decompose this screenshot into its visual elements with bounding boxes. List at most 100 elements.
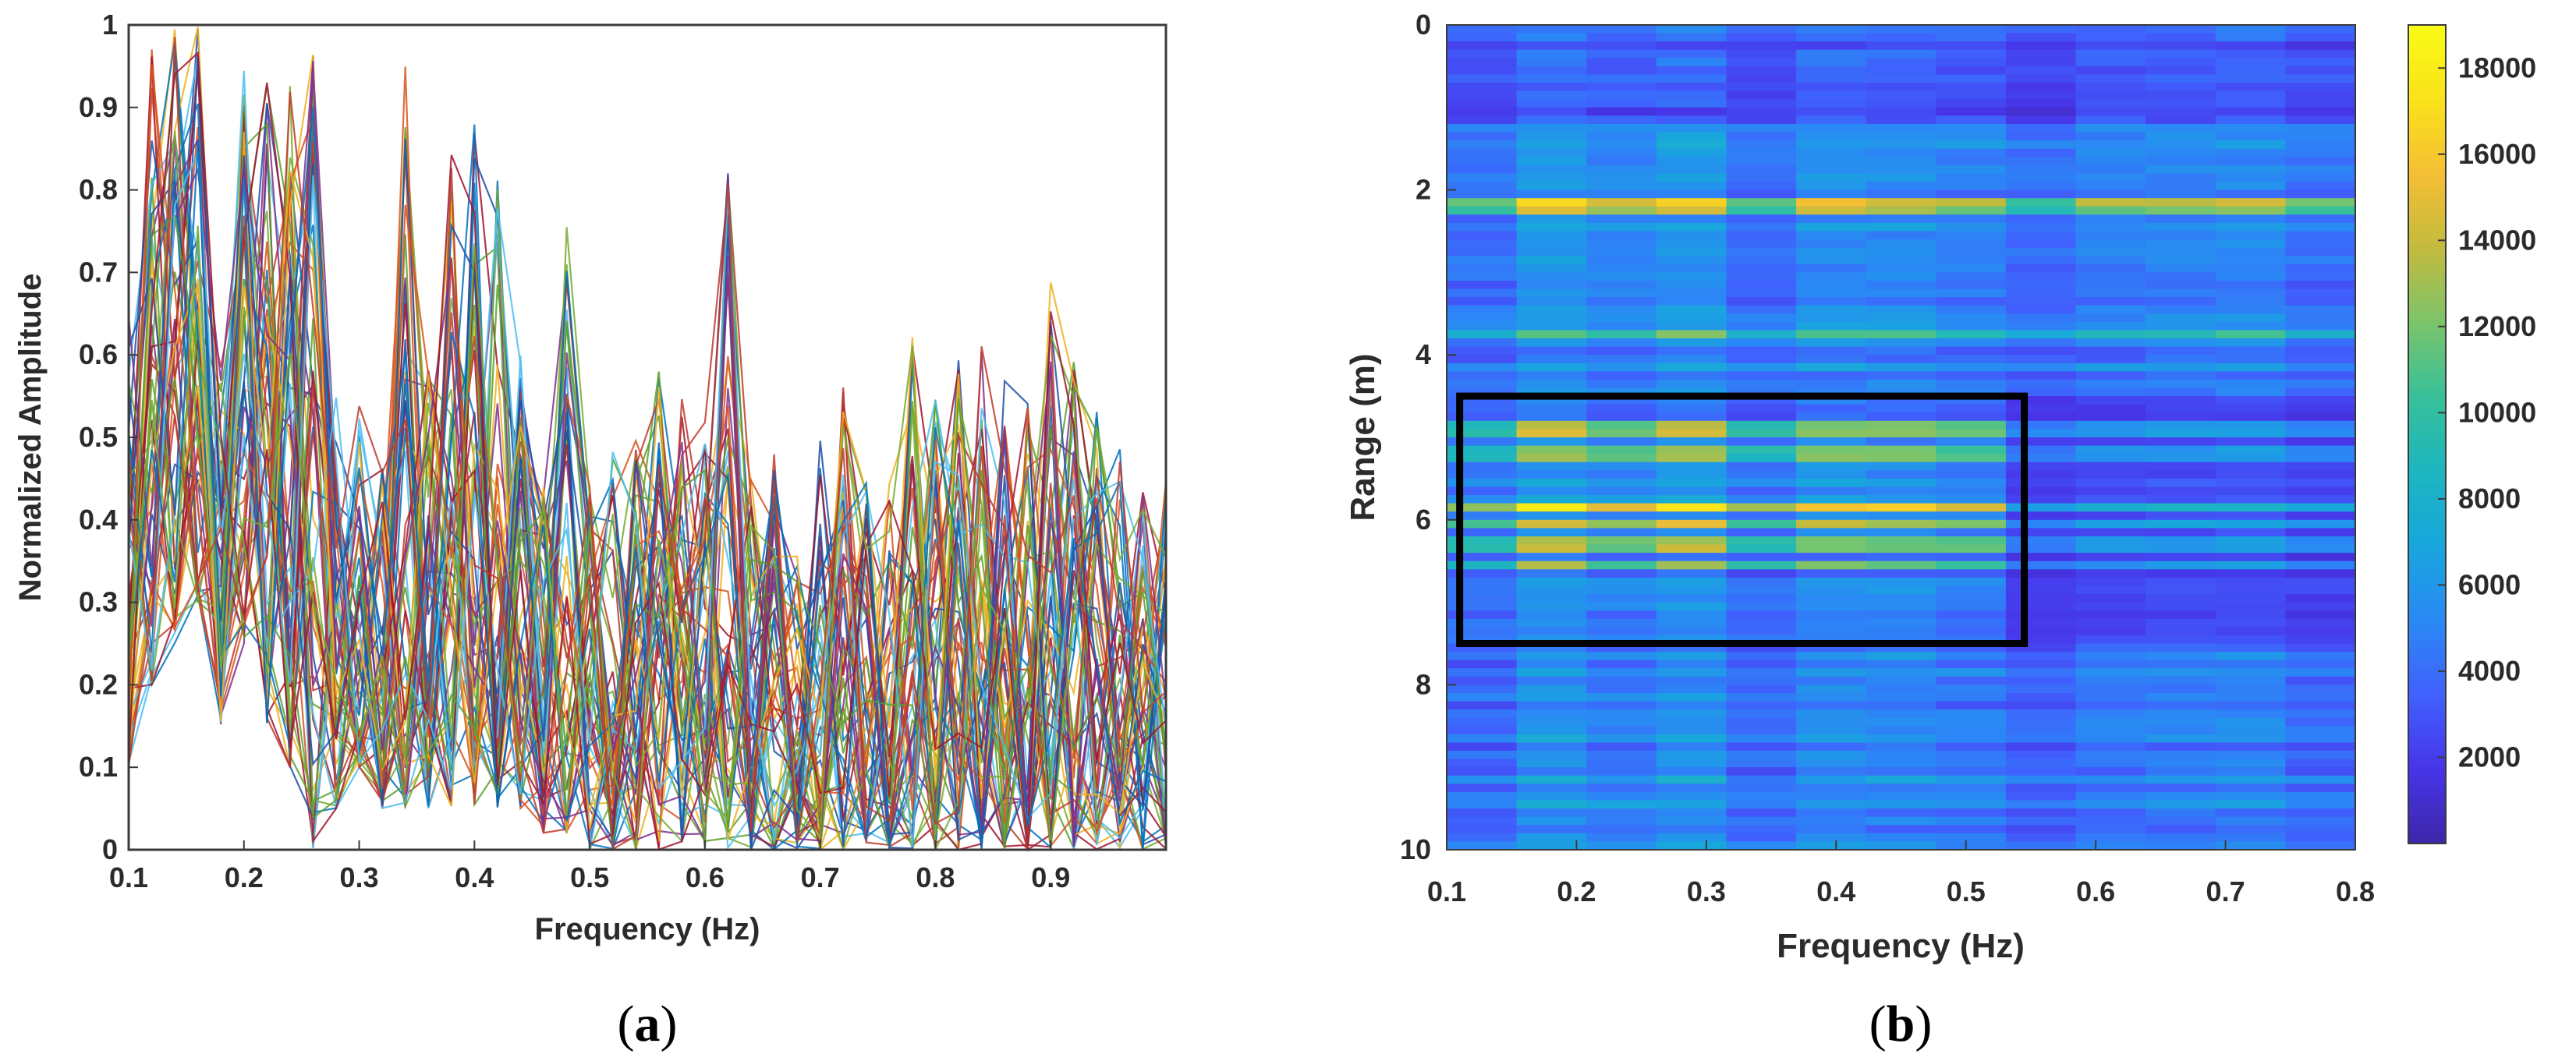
heatmap-cell <box>1866 594 1936 603</box>
colorbar-segment <box>2408 31 2446 40</box>
colorbar-segment <box>2408 666 2446 674</box>
heatmap-cell <box>2285 239 2356 249</box>
heatmap-cell <box>1656 486 1727 496</box>
colorbar-frame <box>2408 24 2447 844</box>
heatmap-cell <box>2145 198 2216 207</box>
heatmap-cell <box>1726 709 1797 719</box>
heatmap-cell <box>2005 585 2077 595</box>
heatmap-cell <box>1447 65 1518 76</box>
heatmap-cell <box>1936 33 2007 42</box>
heatmap-cell <box>1936 618 2007 628</box>
heatmap-cell <box>2005 288 2077 298</box>
heatmap-cell <box>1586 767 1657 776</box>
heatmap-cell <box>1586 90 1657 100</box>
heatmap-cell <box>1726 717 1797 727</box>
heatmap-cell <box>1936 841 2007 851</box>
heatmap-cell <box>1726 281 1797 290</box>
heatmap-cell <box>1516 222 1587 232</box>
heatmap-cell <box>1936 684 2007 694</box>
heatmap-cell <box>1586 305 1657 314</box>
heatmap-cell <box>1866 503 1936 512</box>
heatmap-cell <box>1936 511 2007 521</box>
heatmap-cell <box>1936 660 2007 669</box>
heatmap-cell <box>1936 470 2007 479</box>
heatmap-cell <box>1656 569 1727 578</box>
heatmap-cell <box>1936 164 2007 175</box>
colorbar-segment <box>2408 516 2446 524</box>
heatmap-cell <box>1656 247 1727 256</box>
heatmap-cell <box>1447 717 1518 727</box>
heatmap-cell <box>1936 800 2007 809</box>
heatmap-cell <box>1447 544 1518 554</box>
heatmap-cell <box>1936 437 2007 447</box>
heatmap-cell <box>1656 363 1727 372</box>
heatmap-cell <box>1586 503 1657 512</box>
heatmap-cell <box>1586 610 1657 620</box>
heatmap-cell <box>1656 437 1727 447</box>
heatmap-cell <box>1726 272 1797 281</box>
y-tick-label: 1 <box>102 9 118 41</box>
colorbar-segment <box>2408 509 2446 517</box>
heatmap-cell <box>2145 65 2216 76</box>
heatmap-cell <box>1586 338 1657 348</box>
heatmap-cell <box>1656 49 1727 58</box>
x-tick-label: 0.5 <box>570 861 609 893</box>
heatmap-cell <box>1447 751 1518 760</box>
heatmap-cell <box>2005 404 2077 413</box>
heatmap-cell <box>2215 396 2286 405</box>
heatmap-cell <box>1796 124 1867 133</box>
heatmap-cell <box>1656 313 1727 323</box>
heatmap-cell <box>1936 288 2007 298</box>
heatmap-cell <box>1586 65 1657 76</box>
heatmap-cell <box>2285 652 2356 661</box>
heatmap-cell <box>2215 478 2286 488</box>
heatmap-cell <box>1447 363 1518 372</box>
heatmap-cell <box>2285 791 2356 801</box>
heatmap-cell <box>2285 25 2356 34</box>
heatmap-cell <box>2145 495 2216 504</box>
colorbar-segment <box>2408 557 2446 564</box>
heatmap-cell <box>1586 148 1657 157</box>
heatmap-cell <box>2145 272 2216 281</box>
heatmap-cell <box>2285 148 2356 157</box>
heatmap-cell <box>2005 676 2077 685</box>
heatmap-cell <box>2285 222 2356 232</box>
heatmap-cell <box>1726 610 1797 620</box>
colorbar-tick-label: 16000 <box>2458 138 2536 170</box>
heatmap-cell <box>1866 808 1936 818</box>
colorbar-segment <box>2408 38 2446 46</box>
heatmap-cell <box>2215 239 2286 249</box>
heatmap-cell <box>1866 775 1936 784</box>
heatmap-cell <box>1936 379 2007 389</box>
heatmap-cell <box>1656 198 1727 207</box>
heatmap-cell <box>2005 668 2077 677</box>
heatmap-cell <box>2005 231 2077 240</box>
y-tick-label: 0 <box>102 833 118 865</box>
heatmap-cell <box>2285 387 2356 397</box>
colorbar-segment <box>2408 386 2446 394</box>
heatmap-cell <box>1656 420 1727 430</box>
heatmap-cell <box>1656 783 1727 793</box>
heatmap-cell <box>1656 553 1727 562</box>
colorbar-segment <box>2408 189 2446 196</box>
heatmap-cell <box>1866 684 1936 694</box>
heatmap-cell <box>1936 486 2007 496</box>
heatmap-cell <box>1936 83 2007 92</box>
heatmap-cell <box>2145 808 2216 818</box>
colorbar-segment <box>2408 707 2446 715</box>
heatmap-cell <box>1516 635 1587 645</box>
heatmap-cell <box>2215 429 2286 438</box>
colorbar-segment <box>2408 393 2446 401</box>
heatmap-cell <box>2005 247 2077 256</box>
heatmap-cell <box>1516 379 1587 389</box>
heatmap-cell <box>1726 313 1797 323</box>
heatmap-cell <box>1796 33 1867 42</box>
heatmap-cell <box>1586 107 1657 116</box>
heatmap-cell <box>2285 305 2356 314</box>
heatmap-cell <box>2215 65 2286 76</box>
heatmap-cell <box>1726 742 1797 752</box>
heatmap-cell <box>1516 693 1587 702</box>
heatmap-cell <box>1726 379 1797 389</box>
heatmap-cell <box>1936 808 2007 818</box>
heatmap-cell <box>1516 478 1587 488</box>
